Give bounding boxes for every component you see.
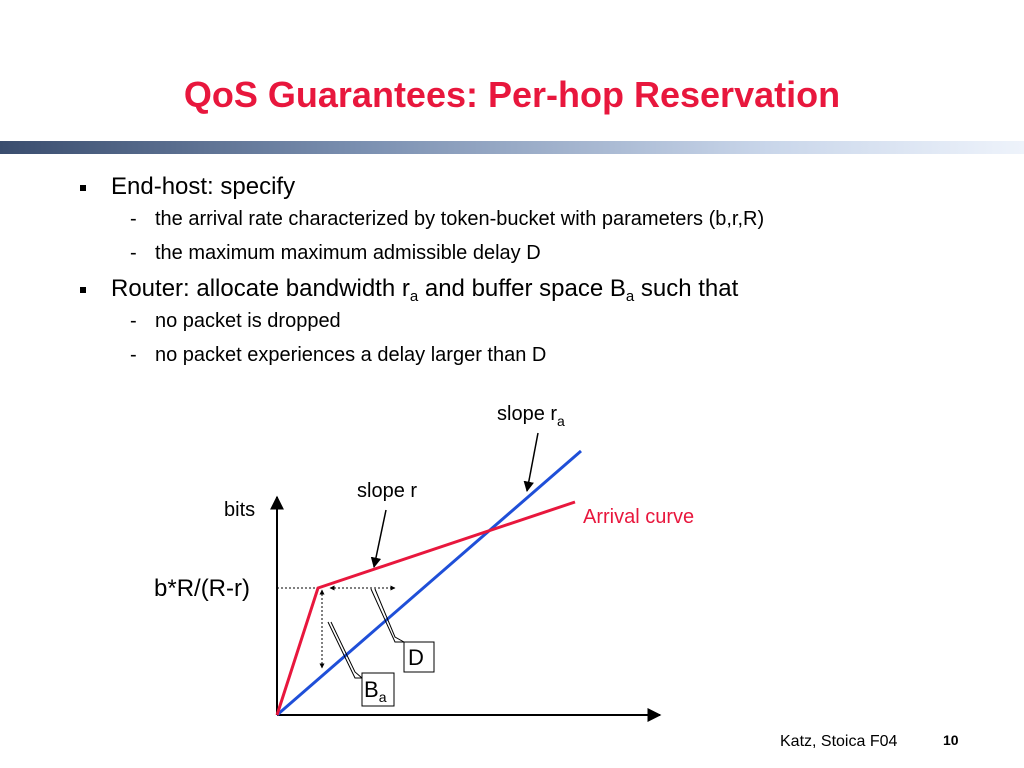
y-tick-label: b*R/(R-r)	[154, 575, 250, 602]
slope-ra-pointer-arrow	[523, 432, 539, 493]
page-number: 10	[943, 732, 959, 748]
d-leader-line	[370, 588, 404, 643]
slope-ra-subscript: a	[557, 413, 565, 429]
sub-bullet-no-drop: - no packet is dropped	[80, 308, 1000, 335]
dash-marker: -	[130, 242, 137, 264]
bullet-text-part: and buffer space B	[418, 275, 626, 302]
d-leader-line	[374, 588, 405, 643]
footer-credit: Katz, Stoica F04	[780, 733, 898, 750]
subscript: a	[625, 288, 635, 305]
ba-leader-line	[327, 621, 362, 679]
slope-ra-label: slope ra	[497, 403, 565, 429]
subscript: a	[409, 288, 419, 305]
slide-title: QoS Guarantees: Per-hop Reservation	[183, 74, 841, 115]
service-curve-line	[276, 449, 582, 717]
bullet-text: End-host: specify	[111, 173, 296, 200]
slope-r-pointer-arrow	[370, 509, 387, 569]
sub-bullet-text: no packet is dropped	[155, 310, 341, 332]
sub-bullet-text: the maximum maximum admissible delay D	[155, 242, 541, 264]
ba-label: Ba	[364, 677, 387, 705]
bullet-router: Router: allocate bandwidth ra and buffer…	[80, 274, 1000, 304]
slope-ra-label-text: slope r	[497, 403, 557, 425]
sub-bullet-max-delay: - the maximum maximum admissible delay D	[80, 240, 1000, 267]
bullet-square-icon	[80, 287, 86, 293]
dash-marker: -	[130, 310, 137, 332]
d-label-box	[403, 641, 435, 673]
slope-r-label: slope r	[357, 480, 417, 502]
sub-bullet-text: the arrival rate characterized by token-…	[155, 208, 765, 230]
arrival-curve-label: Arrival curve	[583, 506, 694, 528]
ba-subscript: a	[379, 689, 387, 705]
ba-leader-line	[330, 621, 363, 679]
bullet-list: End-host: specify - the arrival rate cha…	[80, 172, 1000, 376]
d-label: D	[408, 645, 424, 670]
bullet-square-icon	[80, 185, 86, 191]
sub-bullet-arrival-rate: - the arrival rate characterized by toke…	[80, 206, 1000, 233]
bullet-text-part: Router: allocate bandwidth r	[111, 275, 410, 302]
sub-bullet-no-delay: - no packet experiences a delay larger t…	[80, 342, 1000, 369]
bullet-text-part: such that	[634, 275, 739, 302]
dash-marker: -	[130, 208, 137, 230]
y-axis-label: bits	[224, 499, 255, 521]
dash-marker: -	[130, 344, 137, 366]
title-divider-bar	[0, 141, 1024, 154]
arrival-curve-line	[275, 500, 576, 716]
bullet-end-host: End-host: specify	[80, 172, 1000, 202]
ba-label-text: B	[364, 677, 379, 702]
sub-bullet-text: no packet experiences a delay larger tha…	[155, 344, 547, 366]
ba-label-box	[361, 672, 395, 707]
